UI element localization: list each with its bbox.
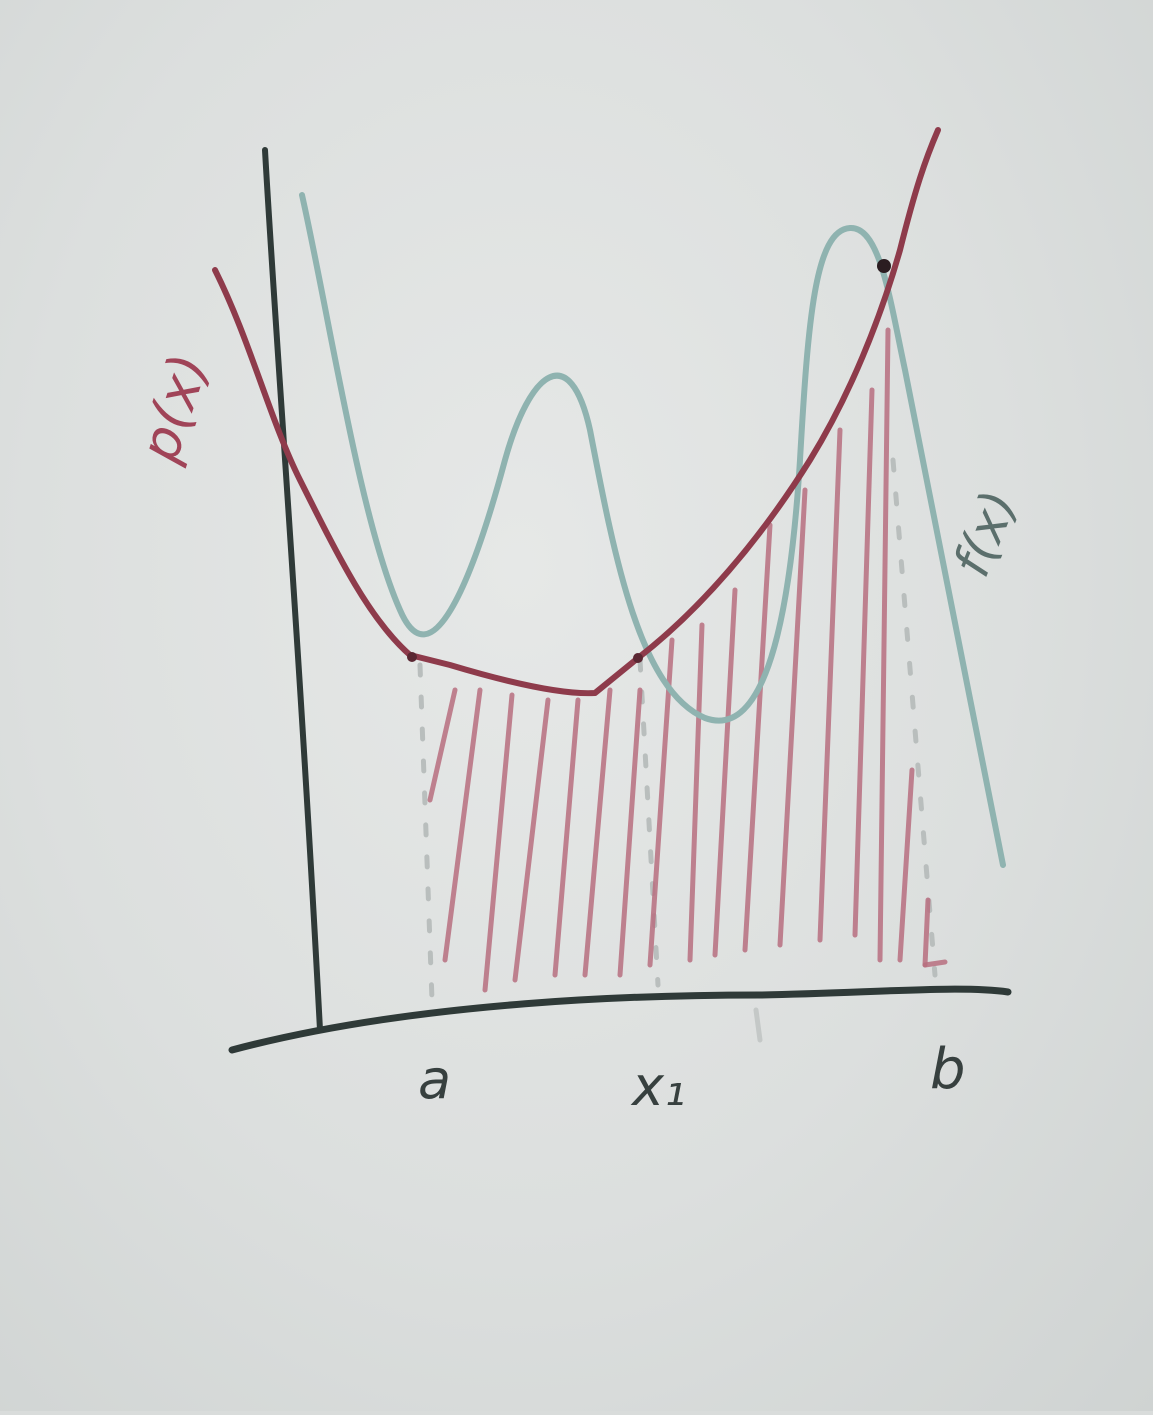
f-curve [299, 192, 1006, 868]
hatch-stroke [712, 587, 738, 958]
hatch-stroke [647, 637, 675, 968]
guide-line-extra [753, 1007, 763, 1043]
shaded-area-hatching [427, 327, 948, 993]
guide-line-a [417, 662, 435, 1003]
hatch-stroke [687, 622, 705, 963]
hatch-stroke [512, 697, 551, 983]
hatch-stroke [817, 427, 843, 943]
hatch-stroke [617, 687, 643, 978]
y-axis [262, 147, 323, 1033]
tick-label-b: b [930, 1037, 966, 1102]
x-axis [228, 985, 1012, 1054]
hatch-stroke [742, 522, 773, 953]
hatch-stroke [852, 387, 875, 938]
guide-line-x1 [637, 657, 661, 988]
intersection-point-a [407, 652, 417, 662]
hatch-stroke [922, 959, 948, 968]
hatch-stroke [482, 692, 515, 993]
hatch-stroke [777, 487, 808, 948]
hatch-stroke [897, 767, 915, 963]
p-curve-label: p(x) [127, 346, 221, 469]
hatch-stroke [442, 687, 483, 963]
f-curve-label: f(x) [942, 483, 1028, 585]
hatch-stroke [877, 327, 891, 963]
hatch-stroke [552, 697, 581, 978]
intersection-point-b [877, 259, 891, 273]
tick-label-a: a [418, 1048, 451, 1111]
hatch-stroke [427, 687, 458, 803]
hatch-stroke [922, 897, 931, 968]
tick-label-x1: x₁ [630, 1055, 686, 1118]
hatch-stroke [582, 687, 613, 978]
p-curve [212, 127, 941, 697]
intersection-point-x1 [633, 653, 643, 663]
